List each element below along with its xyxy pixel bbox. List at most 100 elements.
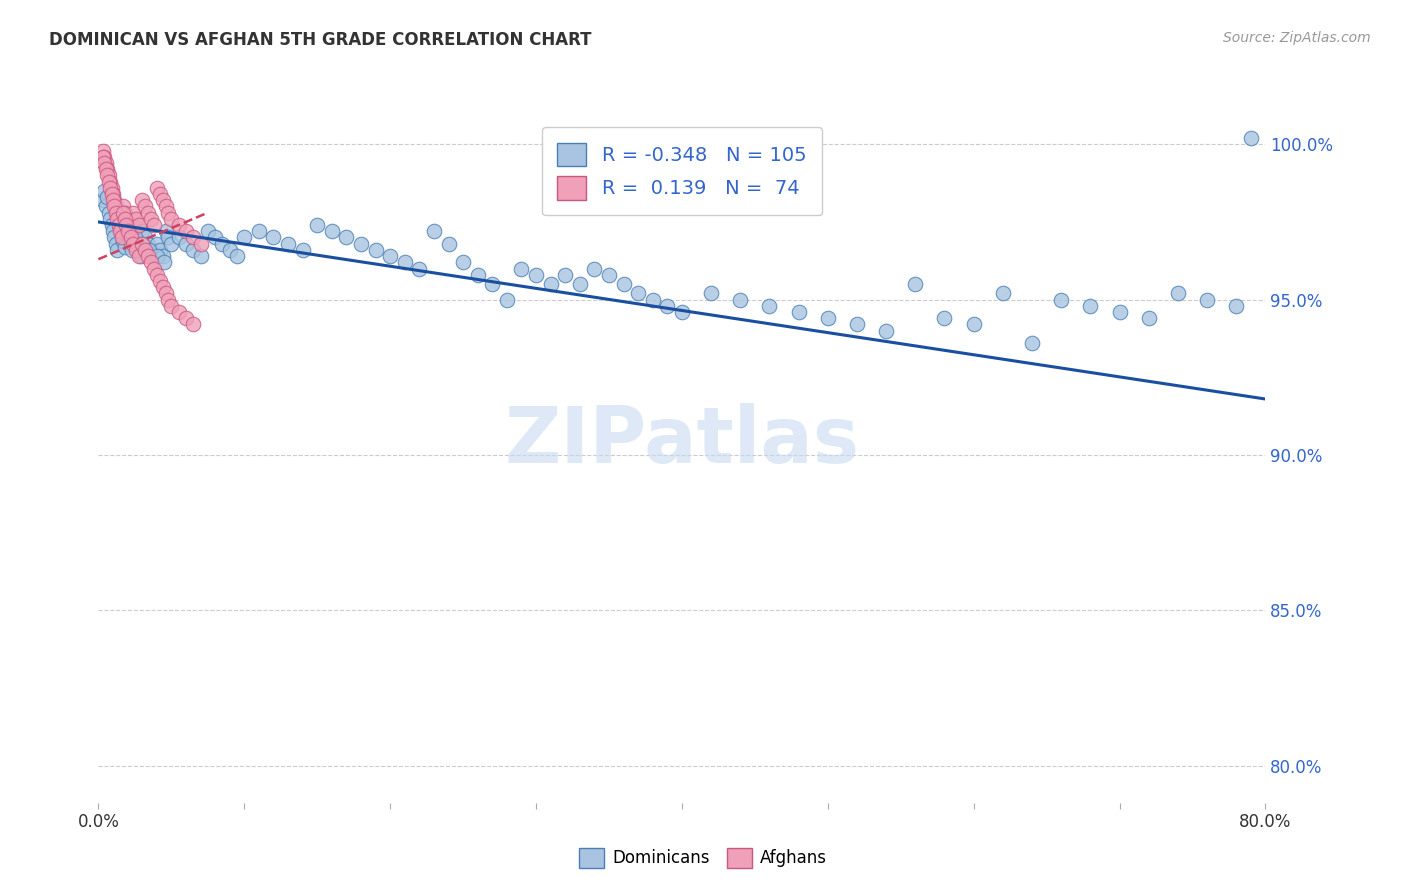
Point (160, 211, 183, 226)
Point (125, 243, 148, 257)
Point (111, 224, 134, 238)
Legend: R = -0.348   N = 105, R =  0.139   N =  74: R = -0.348 N = 105, R = 0.139 N = 74 (541, 128, 823, 216)
Point (125, 211, 148, 226)
Point (181, 230, 204, 244)
Point (93, 156, 115, 170)
Point (111, 230, 134, 244)
Point (211, 236, 233, 251)
Point (568, 277, 591, 291)
Point (97, 205, 120, 219)
Point (218, 243, 240, 257)
Point (1050, 293, 1073, 307)
Point (845, 318, 868, 332)
Point (105, 211, 128, 226)
Point (110, 224, 132, 238)
Point (124, 230, 146, 244)
Point (817, 311, 839, 326)
Point (97, 169, 120, 183)
Point (167, 305, 190, 319)
Point (125, 230, 148, 244)
Point (155, 224, 177, 238)
Point (149, 187, 172, 202)
Point (307, 218, 329, 232)
Point (139, 255, 162, 269)
Point (108, 215, 131, 229)
Point (934, 311, 956, 326)
Point (138, 243, 160, 257)
Point (97, 175, 120, 189)
Point (122, 236, 145, 251)
Point (226, 249, 249, 263)
Point (350, 236, 373, 251)
Point (118, 224, 141, 238)
Point (105, 243, 128, 257)
Point (104, 199, 127, 213)
Point (101, 224, 124, 238)
Point (408, 261, 430, 276)
Point (262, 230, 284, 244)
Point (174, 236, 197, 251)
Point (146, 268, 169, 282)
Point (335, 230, 357, 244)
Point (91, 193, 114, 207)
Point (136, 236, 159, 251)
Point (155, 199, 177, 213)
Point (657, 299, 679, 313)
Point (394, 255, 416, 269)
Point (146, 249, 169, 263)
Point (124, 224, 146, 238)
Point (437, 236, 460, 251)
Point (167, 218, 190, 232)
Point (112, 199, 135, 213)
Point (1108, 305, 1130, 319)
Point (115, 218, 138, 232)
Point (131, 193, 153, 207)
Point (134, 230, 156, 244)
Point (139, 211, 162, 226)
Point (115, 215, 138, 229)
Point (136, 205, 159, 219)
Point (131, 224, 153, 238)
Point (190, 249, 212, 263)
Point (160, 236, 183, 251)
Point (94, 156, 117, 170)
Point (157, 230, 180, 244)
Point (96, 190, 118, 204)
Point (146, 181, 169, 195)
Point (904, 277, 927, 291)
Text: ZIPatlas: ZIPatlas (505, 403, 859, 479)
Point (121, 243, 143, 257)
Point (114, 240, 136, 254)
Point (96, 169, 118, 183)
Point (524, 268, 547, 282)
Point (204, 230, 226, 244)
Point (197, 224, 219, 238)
Point (136, 249, 159, 263)
Point (157, 293, 180, 307)
Point (423, 224, 446, 238)
Point (510, 261, 533, 276)
Point (103, 199, 125, 213)
Point (728, 293, 751, 307)
Point (991, 286, 1014, 301)
Point (98, 211, 121, 226)
Point (103, 193, 125, 207)
Point (101, 187, 124, 202)
Point (108, 218, 131, 232)
Point (91, 150, 114, 164)
Point (94, 162, 117, 177)
Point (167, 230, 190, 244)
Point (131, 236, 153, 251)
Point (153, 255, 176, 269)
Point (101, 193, 124, 207)
Point (134, 243, 156, 257)
Point (115, 211, 138, 226)
Text: Source: ZipAtlas.com: Source: ZipAtlas.com (1223, 31, 1371, 45)
Point (108, 211, 131, 226)
Point (495, 293, 517, 307)
Point (378, 249, 402, 263)
Point (117, 224, 139, 238)
Point (128, 218, 150, 232)
Point (758, 299, 780, 313)
Point (134, 199, 156, 213)
